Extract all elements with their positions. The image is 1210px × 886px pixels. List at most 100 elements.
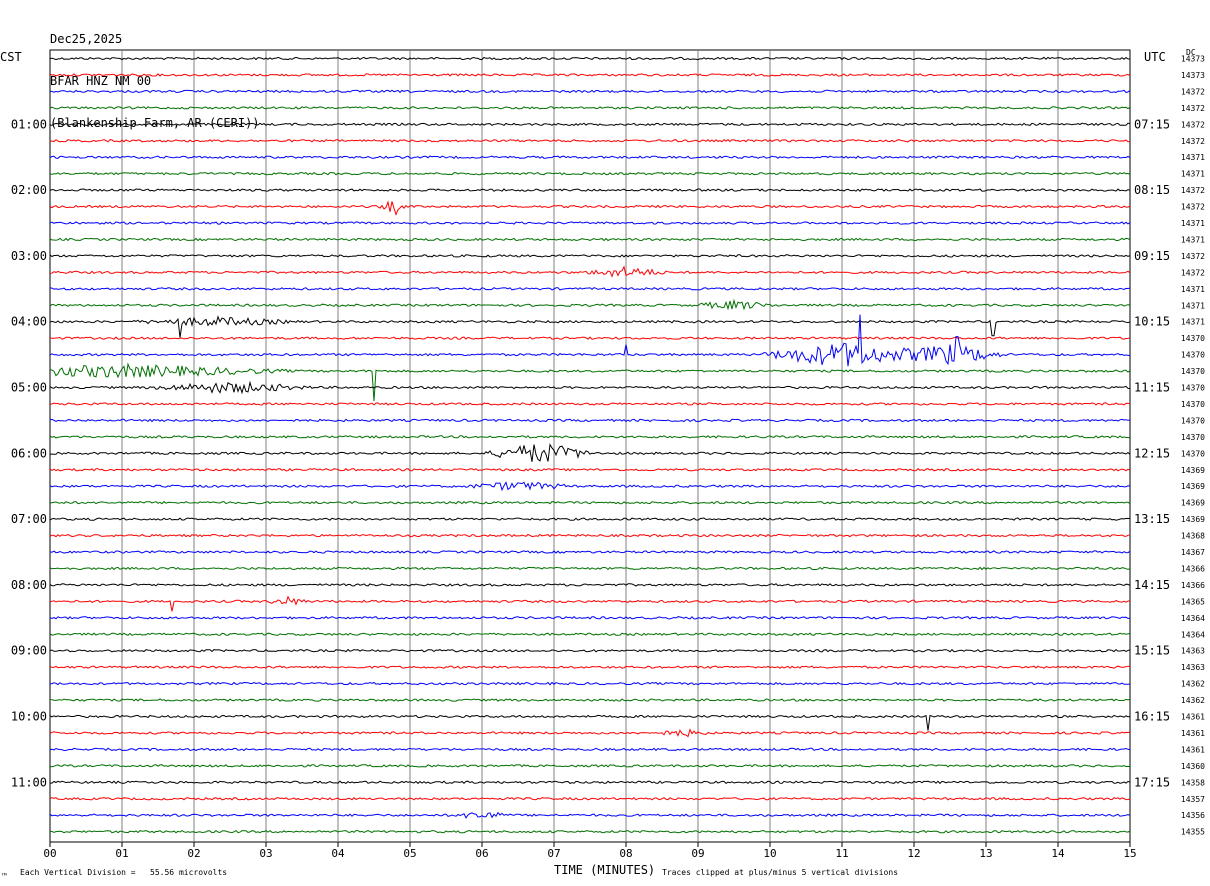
left-timezone-label: CST bbox=[0, 50, 22, 64]
x-tick-label: 09 bbox=[691, 847, 704, 860]
right-hour-label: 07:15 bbox=[1134, 117, 1170, 131]
trace-line bbox=[49, 221, 1131, 225]
trace-line bbox=[50, 780, 1131, 785]
trace-line bbox=[49, 200, 1131, 216]
x-tick-label: 10 bbox=[763, 847, 776, 860]
left-hour-label: 07:00 bbox=[11, 512, 47, 526]
trace-line bbox=[49, 632, 1131, 636]
trace-line bbox=[49, 336, 1131, 340]
trace-line bbox=[49, 728, 1131, 738]
trace-line bbox=[49, 402, 1131, 406]
dc-offset-label: 14371 bbox=[1181, 301, 1205, 310]
trace-line bbox=[49, 56, 1131, 61]
dc-offset-label: 14366 bbox=[1181, 581, 1205, 590]
dc-offset-label: 14358 bbox=[1181, 778, 1205, 787]
dc-offset-label: 14361 bbox=[1181, 745, 1205, 754]
right-hour-label: 15:15 bbox=[1134, 644, 1170, 658]
trace-line bbox=[49, 265, 1131, 278]
x-tick-label: 00 bbox=[43, 847, 56, 860]
trace-line bbox=[50, 764, 1131, 768]
dc-offset-label: 14362 bbox=[1181, 680, 1205, 689]
dc-offset-label: 14364 bbox=[1181, 630, 1205, 639]
left-hour-label: 09:00 bbox=[11, 644, 47, 658]
dc-offset-label: 14373 bbox=[1181, 71, 1205, 80]
trace-line bbox=[49, 698, 1131, 702]
trace-line bbox=[49, 811, 1131, 819]
dc-offset-label: 14371 bbox=[1181, 285, 1205, 294]
trace-line bbox=[49, 797, 1131, 801]
x-tick-label: 12 bbox=[907, 847, 920, 860]
trace-line bbox=[49, 314, 1131, 367]
dc-offset-label: 14370 bbox=[1181, 449, 1205, 458]
x-tick-label: 06 bbox=[475, 847, 488, 860]
clipping-note: Traces clipped at plus/minus 5 vertical … bbox=[662, 868, 899, 877]
trace-line bbox=[49, 237, 1131, 242]
dc-offset-label: 14367 bbox=[1181, 548, 1205, 557]
trace-line bbox=[49, 550, 1131, 554]
dc-offset-label: 14360 bbox=[1181, 762, 1205, 771]
left-hour-label: 08:00 bbox=[11, 578, 47, 592]
trace-line bbox=[49, 435, 1131, 439]
trace-line bbox=[49, 517, 1131, 521]
dc-offset-label: 14370 bbox=[1181, 351, 1205, 360]
dc-offset-label: 14372 bbox=[1181, 268, 1205, 277]
dc-offset-label: 14371 bbox=[1181, 219, 1205, 228]
right-hour-label: 13:15 bbox=[1134, 512, 1170, 526]
dc-offset-label: 14370 bbox=[1181, 334, 1205, 343]
dc-offset-label: 14372 bbox=[1181, 104, 1205, 113]
trace-line bbox=[49, 73, 1131, 77]
dc-offset-label: 14361 bbox=[1181, 729, 1205, 738]
dc-offset-label: 14357 bbox=[1181, 795, 1205, 804]
left-hour-label: 02:00 bbox=[11, 183, 47, 197]
right-hour-label: 09:15 bbox=[1134, 249, 1170, 263]
dc-offset-label: 14370 bbox=[1181, 416, 1205, 425]
right-hour-label: 17:15 bbox=[1134, 775, 1170, 789]
x-tick-label: 15 bbox=[1123, 847, 1136, 860]
plot-frame bbox=[49, 49, 1131, 843]
left-hour-label: 11:00 bbox=[11, 775, 47, 789]
trace-line bbox=[49, 616, 1131, 620]
left-hour-label: 04:00 bbox=[11, 315, 47, 329]
dc-offset-label: 14364 bbox=[1181, 614, 1205, 623]
trace-line bbox=[49, 155, 1131, 159]
trace-line bbox=[49, 681, 1131, 686]
dc-offset-label: 14372 bbox=[1181, 120, 1205, 129]
trace-line bbox=[49, 188, 1131, 192]
dc-offset-label: 14363 bbox=[1181, 663, 1205, 672]
trace-line bbox=[49, 380, 1131, 395]
trace-line bbox=[49, 171, 1131, 176]
dc-offset-label: 14370 bbox=[1181, 400, 1205, 409]
dc-offset-label: 14365 bbox=[1181, 597, 1205, 606]
trace-line bbox=[49, 481, 1131, 492]
x-tick-label: 07 bbox=[547, 847, 560, 860]
trace-line bbox=[49, 122, 1131, 127]
dc-offset-label: 14373 bbox=[1181, 55, 1205, 64]
corner-mark: ™ bbox=[2, 872, 7, 881]
trace-line bbox=[49, 139, 1131, 143]
dc-offset-label: 14370 bbox=[1181, 433, 1205, 442]
trace-line bbox=[49, 665, 1131, 669]
right-hour-label: 11:15 bbox=[1134, 381, 1170, 395]
right-timezone-label: UTC bbox=[1144, 50, 1166, 64]
right-hour-label: 12:15 bbox=[1134, 446, 1170, 460]
dc-offset-label: 14372 bbox=[1181, 87, 1205, 96]
left-hour-label: 01:00 bbox=[11, 117, 47, 131]
x-tick-label: 14 bbox=[1051, 847, 1065, 860]
dc-offset-label: 14370 bbox=[1181, 384, 1205, 393]
dc-offset-label: 14362 bbox=[1181, 696, 1205, 705]
dc-offset-label: 14372 bbox=[1181, 137, 1205, 146]
right-hour-label: 16:15 bbox=[1134, 710, 1170, 724]
trace-line bbox=[49, 443, 1131, 462]
dc-offset-label: 14355 bbox=[1181, 828, 1205, 837]
x-tick-label: 01 bbox=[115, 847, 128, 860]
dc-offset-label: 14369 bbox=[1181, 515, 1205, 524]
trace-line bbox=[49, 287, 1131, 291]
trace-line bbox=[49, 714, 1131, 731]
right-hour-label: 10:15 bbox=[1134, 315, 1170, 329]
dc-offset-label: 14371 bbox=[1181, 170, 1205, 179]
dc-offset-label: 14371 bbox=[1181, 235, 1205, 244]
x-tick-label: 05 bbox=[403, 847, 416, 860]
trace-line bbox=[49, 362, 1131, 402]
dc-offset-label: 14369 bbox=[1181, 499, 1205, 508]
